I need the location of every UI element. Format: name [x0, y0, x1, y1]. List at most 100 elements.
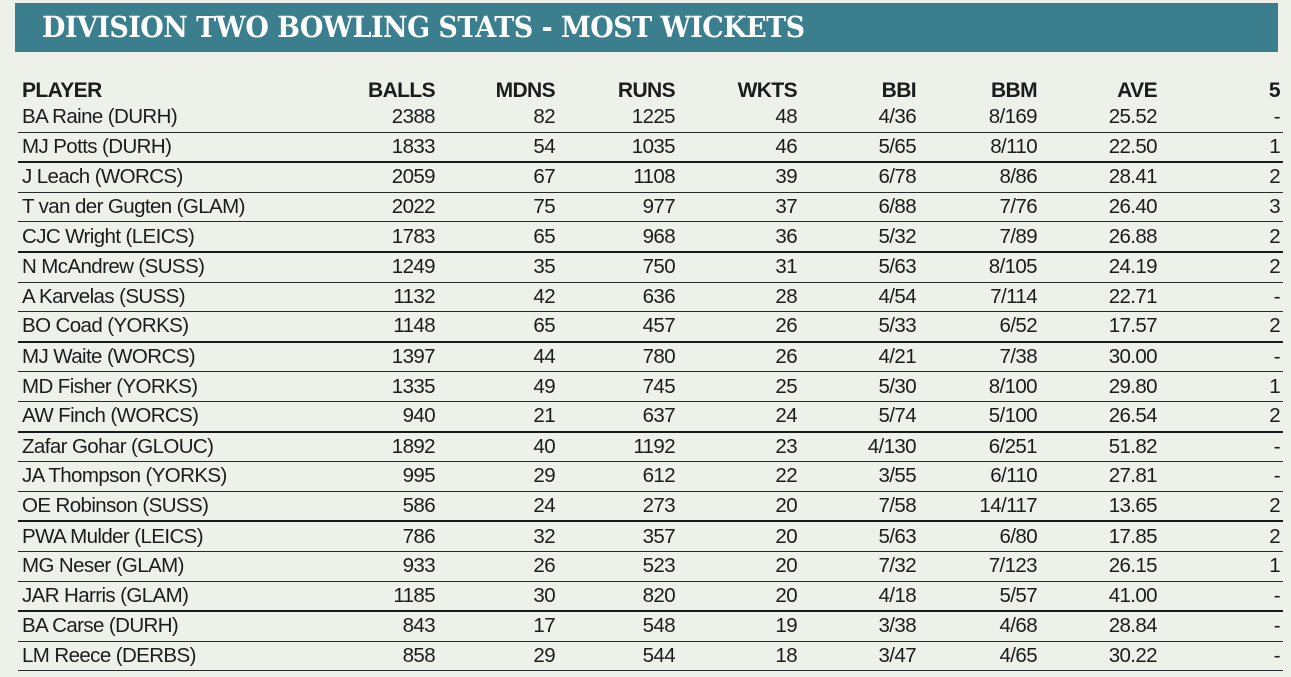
table-row: T van der Gugten (GLAM) 2022 75 977 37 6/88 7/…	[18, 192, 1283, 223]
cell-balls: 1132	[338, 282, 438, 313]
cell-wkts: 24	[678, 401, 800, 433]
cell-balls: 2059	[338, 162, 438, 193]
cell-bbm: 6/52	[919, 311, 1040, 343]
table-row: MJ Potts (DURH) 1833 54 1035 46 5/65 8/110 22.5…	[18, 132, 1283, 164]
cell-mdns: 54	[438, 132, 558, 164]
table-row: JAR Harris (GLAM) 1185 30 820 20 4/18 5/57 41.0…	[18, 581, 1283, 613]
cell-player: T van der Gugten (GLAM)	[18, 192, 338, 223]
cell-bbm: 7/38	[919, 341, 1040, 373]
cell-bbi: 5/32	[800, 221, 919, 253]
cell-wkts: 25	[678, 371, 800, 402]
cell-five-wkt-hauls: -	[1160, 581, 1283, 613]
cell-bbm: 8/169	[919, 103, 1040, 133]
cell-wkts: 20	[678, 521, 800, 552]
cell-mdns: 65	[438, 221, 558, 253]
cell-bbi: 7/32	[800, 551, 919, 582]
cell-bbm: 5/57	[919, 581, 1040, 613]
cell-ave: 41.00	[1040, 581, 1160, 613]
cell-five-wkt-hauls: -	[1160, 641, 1283, 672]
cell-balls: 1833	[338, 132, 438, 164]
cell-bbi: 3/38	[800, 611, 919, 642]
cell-bbm: 14/117	[919, 491, 1040, 523]
cell-wkts: 31	[678, 251, 800, 283]
cell-runs: 1192	[558, 431, 678, 463]
cell-five-wkt-hauls: -	[1160, 431, 1283, 463]
bowling-stats-table: PLAYER BALLS MDNS RUNS WKTS BBI BBM AVE 5 BA Rai…	[18, 72, 1283, 672]
cell-player: LM Reece (DERBS)	[18, 641, 338, 672]
cell-five-wkt-hauls: 1	[1160, 132, 1283, 164]
cell-five-wkt-hauls: -	[1160, 282, 1283, 313]
cell-mdns: 24	[438, 491, 558, 523]
cell-five-wkt-hauls: -	[1160, 341, 1283, 373]
cell-runs: 968	[558, 221, 678, 253]
cell-five-wkt-hauls: 2	[1160, 491, 1283, 523]
cell-runs: 457	[558, 311, 678, 343]
cell-ave: 25.52	[1040, 103, 1160, 133]
cell-balls: 858	[338, 641, 438, 672]
title-bar: DIVISION TWO BOWLING STATS - MOST WICKET…	[15, 3, 1278, 52]
cell-runs: 1225	[558, 103, 678, 133]
cell-balls: 933	[338, 551, 438, 582]
cell-runs: 1108	[558, 162, 678, 193]
table-row: BA Carse (DURH) 843 17 548 19 3/38 4/68 28.84-	[18, 611, 1283, 642]
cell-bbm: 8/100	[919, 371, 1040, 402]
cell-wkts: 22	[678, 461, 800, 492]
cell-mdns: 29	[438, 461, 558, 492]
table-row: J Leach (WORCS) 2059 67 1108 39 6/78 8/86 28.41…	[18, 162, 1283, 193]
cell-balls: 1397	[338, 341, 438, 373]
cell-bbm: 8/105	[919, 251, 1040, 283]
cell-player: JA Thompson (YORKS)	[18, 461, 338, 492]
cell-bbi: 4/36	[800, 103, 919, 133]
cell-runs: 523	[558, 551, 678, 582]
cell-wkts: 23	[678, 431, 800, 463]
cell-player: BA Carse (DURH)	[18, 611, 338, 642]
table-row: Zafar Gohar (GLOUC) 1892 40 1192 23 4/130 6/25…	[18, 431, 1283, 463]
cell-bbi: 5/63	[800, 521, 919, 552]
cell-bbm: 7/89	[919, 221, 1040, 253]
cell-bbm: 7/123	[919, 551, 1040, 582]
cell-bbm: 6/80	[919, 521, 1040, 552]
cell-ave: 28.84	[1040, 611, 1160, 642]
cell-five-wkt-hauls: -	[1160, 103, 1283, 133]
cell-runs: 548	[558, 611, 678, 642]
cell-ave: 30.22	[1040, 641, 1160, 672]
cell-wkts: 39	[678, 162, 800, 193]
cell-mdns: 44	[438, 341, 558, 373]
cell-wkts: 20	[678, 491, 800, 523]
cell-wkts: 28	[678, 282, 800, 313]
cell-bbm: 7/114	[919, 282, 1040, 313]
cell-balls: 1249	[338, 251, 438, 283]
column-header-mdns: MDNS	[495, 79, 556, 102]
cell-ave: 30.00	[1040, 341, 1160, 373]
cell-mdns: 65	[438, 311, 558, 343]
cell-runs: 637	[558, 401, 678, 433]
cell-ave: 28.41	[1040, 162, 1160, 193]
cell-balls: 1148	[338, 311, 438, 343]
cell-bbm: 5/100	[919, 401, 1040, 433]
cell-bbm: 4/65	[919, 641, 1040, 672]
cell-runs: 1035	[558, 132, 678, 164]
cell-bbi: 4/18	[800, 581, 919, 613]
cell-mdns: 40	[438, 431, 558, 463]
cell-bbi: 4/54	[800, 282, 919, 313]
cell-ave: 24.19	[1040, 251, 1160, 283]
cell-balls: 2022	[338, 192, 438, 223]
cell-runs: 636	[558, 282, 678, 313]
cell-ave: 27.81	[1040, 461, 1160, 492]
cell-bbm: 8/86	[919, 162, 1040, 193]
table-row: BO Coad (YORKS) 1148 65 457 26 5/33 6/52 17.57 2	[18, 311, 1283, 343]
cell-balls: 1335	[338, 371, 438, 402]
cell-wkts: 37	[678, 192, 800, 223]
cell-five-wkt-hauls: 2	[1160, 251, 1283, 283]
cell-mdns: 17	[438, 611, 558, 642]
cell-mdns: 35	[438, 251, 558, 283]
cell-player: CJC Wright (LEICS)	[18, 221, 338, 253]
cell-runs: 357	[558, 521, 678, 552]
cell-balls: 995	[338, 461, 438, 492]
cell-ave: 26.54	[1040, 401, 1160, 433]
cell-balls: 1783	[338, 221, 438, 253]
cell-player: A Karvelas (SUSS)	[18, 282, 338, 313]
cell-ave: 22.50	[1040, 132, 1160, 164]
cell-mdns: 21	[438, 401, 558, 433]
column-header-bbi: BBI	[881, 79, 917, 102]
